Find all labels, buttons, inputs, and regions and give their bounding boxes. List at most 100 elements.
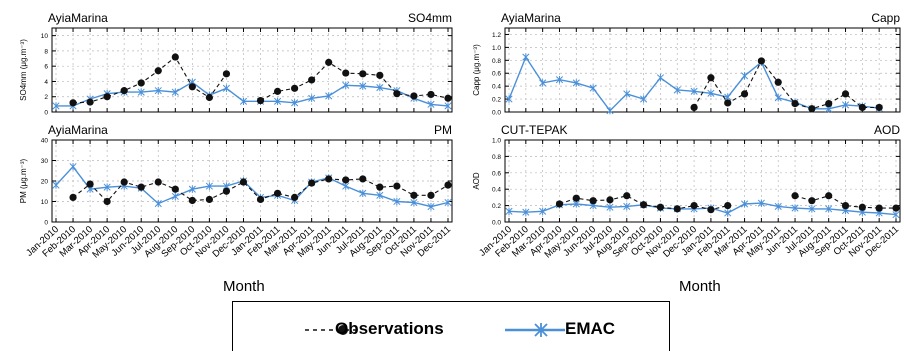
obs-legend-marker <box>305 325 361 335</box>
emac-data-point <box>188 185 196 193</box>
emac-data-point <box>342 81 350 89</box>
obs-data-point <box>589 197 597 205</box>
obs-data-point <box>841 202 850 210</box>
y-tick-label: 0.2 <box>492 203 501 210</box>
emac-data-point <box>555 75 564 84</box>
site-label: AyiaMarina <box>48 123 108 137</box>
y-tick-label: 0.2 <box>492 97 501 104</box>
emac-data-point <box>274 97 282 106</box>
obs-data-point <box>205 195 213 204</box>
emac-data-point <box>171 88 179 96</box>
variable-label: SO4mm <box>408 11 452 25</box>
obs-data-point <box>69 193 77 201</box>
obs-data-point <box>154 178 162 186</box>
y-tick-label: 10 <box>41 33 49 40</box>
y-tick-label: 0.4 <box>492 84 501 91</box>
emac-data-point <box>892 210 900 219</box>
emac-data-point <box>325 92 333 100</box>
y-tick-label: 4 <box>44 79 48 86</box>
obs-data-point <box>291 193 299 201</box>
emac-data-point <box>539 207 547 216</box>
obs-data-point <box>137 183 145 191</box>
emac-data-point <box>572 79 580 87</box>
obs-data-point <box>791 192 799 200</box>
obs-data-point <box>188 196 196 205</box>
emac-data-point <box>359 82 367 90</box>
obs-data-point <box>892 204 900 212</box>
emac-series-line <box>508 202 897 216</box>
obs-data-point <box>623 192 631 200</box>
emac-data-point <box>52 102 60 110</box>
plot-frame <box>51 27 453 113</box>
emac-data-point <box>757 199 765 207</box>
obs-data-point <box>444 181 452 189</box>
emac-data-point <box>522 208 530 216</box>
site-label: CUT-TEPAK <box>501 123 567 137</box>
y-tick-label: 1.0 <box>492 45 501 52</box>
emac-data-point <box>690 87 698 96</box>
plot-frame <box>504 139 901 223</box>
y-tick-label: 0 <box>44 220 48 227</box>
y-tick-label: 0.4 <box>492 187 501 194</box>
obs-data-point <box>724 202 732 210</box>
obs-data-point <box>291 84 299 92</box>
emac-data-point <box>589 84 597 92</box>
y-axis-label: SO4mm (μg.m⁻³) <box>19 39 28 101</box>
obs-data-point <box>69 99 77 107</box>
obs-data-point <box>841 90 850 98</box>
panel-capp: 0.0 0.2 0.4 0.6 0.8 1.0 1.2 Capp (μg.m⁻³) AyiaMa… <box>472 11 901 117</box>
obs-data-point <box>120 178 128 186</box>
emac-data-point <box>291 99 299 107</box>
emac-data-point <box>427 202 435 211</box>
obs-data-point <box>342 69 350 77</box>
obs-data-point <box>656 203 665 211</box>
y-tick-label: 6 <box>44 64 48 71</box>
emac-data-point <box>623 202 631 211</box>
y-axis-label: Capp (μg.m⁻³) <box>472 44 481 96</box>
obs-data-point <box>205 93 213 102</box>
obs-data-point <box>858 103 866 112</box>
obs-data-point <box>572 194 580 202</box>
y-tick-label: 0.6 <box>492 170 501 177</box>
y-tick-label: 40 <box>41 138 49 145</box>
emac-data-point <box>741 72 749 80</box>
variable-label: PM <box>434 123 452 137</box>
y-tick-label: 0 <box>44 110 48 117</box>
emac-data-point <box>52 181 60 189</box>
y-axis-label: AOD <box>472 172 481 190</box>
emac-data-point <box>673 86 681 94</box>
obs-data-point <box>359 70 367 78</box>
obs-data-point <box>640 201 648 209</box>
emac-data-point <box>774 202 782 211</box>
obs-data-point <box>308 179 316 187</box>
obs-data-point <box>171 53 179 61</box>
emac-data-point <box>808 205 816 213</box>
emac-data-point <box>171 192 179 201</box>
emac-data-point <box>741 200 749 208</box>
emac-data-point <box>505 207 513 216</box>
emac-data-point <box>359 189 367 197</box>
obs-data-point <box>86 98 94 106</box>
obs-data-point <box>740 90 749 98</box>
y-tick-label: 0.0 <box>492 220 501 227</box>
emac-data-point <box>205 182 213 190</box>
emac-data-point <box>640 95 648 103</box>
obs-data-point <box>188 83 196 91</box>
legend: Observations EMAC <box>232 301 670 351</box>
emac-data-point <box>154 199 162 208</box>
y-tick-label: 10 <box>41 199 49 206</box>
panel-so4mm: 0 2 4 6 8 10 SO4mm (μg.m⁻³) AyiaMarina SO4mm <box>19 11 453 117</box>
obs-data-point <box>427 90 435 99</box>
obs-data-point <box>222 187 231 195</box>
emac-data-point <box>774 94 782 102</box>
emac-data-point <box>606 107 614 115</box>
obs-legend-label: Observations <box>335 319 444 338</box>
obs-data-point <box>256 195 265 204</box>
obs-data-point <box>707 74 715 82</box>
emac-data-point <box>606 203 614 211</box>
emac-data-point <box>724 209 732 217</box>
obs-data-point <box>410 191 418 199</box>
site-label: AyiaMarina <box>501 11 561 25</box>
